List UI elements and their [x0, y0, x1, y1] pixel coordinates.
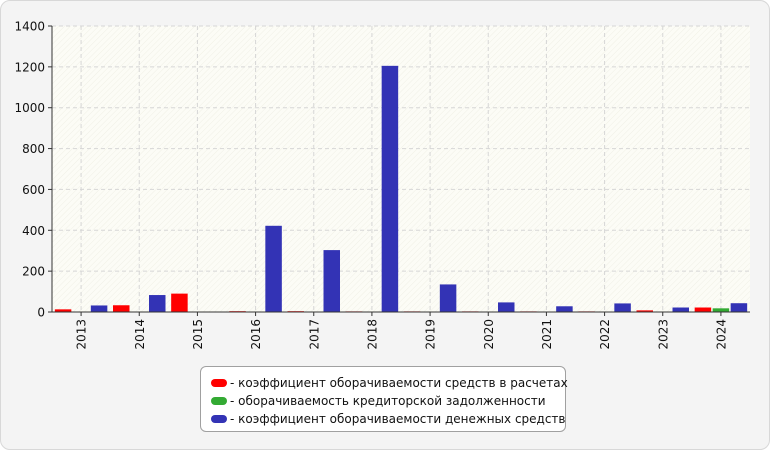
bar-series-1-2015 [171, 293, 188, 312]
y-tick-label: 1200 [14, 60, 45, 74]
grid-lines [52, 25, 750, 312]
bar-series-3-2024 [730, 303, 748, 312]
bar-series-3-2020 [498, 302, 515, 312]
bar-series-3-2019 [439, 284, 457, 312]
x-tick-label: 2014 [133, 319, 147, 350]
y-tick-label: 0 [37, 306, 45, 320]
bar-series-3-2023 [672, 307, 689, 312]
bar-series-1-2023 [636, 310, 653, 312]
x-tick-label: 2023 [656, 319, 670, 350]
legend-item-series-1: - коэффициент оборачиваемости средств в … [211, 374, 568, 392]
y-tick-label: 1400 [14, 20, 45, 34]
legend-swatch-series-1 [211, 379, 227, 387]
bar-series-3-2022 [614, 303, 631, 312]
legend-swatch-series-2 [211, 397, 227, 405]
x-tick-label: 2020 [482, 319, 496, 350]
y-tick-label: 1000 [14, 101, 45, 115]
x-tick-label: 2024 [714, 319, 728, 350]
bar-series-2-2024 [712, 308, 730, 312]
y-tick-label: 800 [22, 142, 45, 156]
axes: 0 200 400 600 800 1000 1200 1400 2013 2014 2015 201… [14, 20, 750, 350]
legend: - коэффициент оборачиваемости средств в … [200, 366, 568, 432]
bar-series-3-2014 [149, 295, 166, 312]
legend-label-series-2: - оборачиваемость кредиторской задолженн… [230, 394, 546, 408]
bar-series-3-2017 [323, 250, 340, 312]
bar-series-1-2014 [113, 305, 130, 312]
x-tick-label: 2016 [249, 319, 263, 350]
legend-item-series-2: - оборачиваемость кредиторской задолженн… [211, 392, 565, 410]
bar-series-3-2018 [381, 65, 399, 312]
legend-swatch-series-3 [211, 415, 227, 423]
plot-area [52, 26, 750, 312]
x-tick-label: 2022 [598, 319, 612, 350]
x-tick-label: 2018 [365, 319, 379, 350]
y-tick-label: 400 [22, 224, 45, 238]
x-tick-label: 2019 [424, 319, 438, 350]
bar-series-3-2013 [90, 305, 108, 312]
bar-series-1-2024 [694, 307, 712, 312]
y-tick-label: 200 [22, 265, 45, 279]
x-tick-label: 2013 [75, 319, 89, 350]
legend-label-series-1: - коэффициент оборачиваемости средств в … [230, 376, 568, 390]
bar-series-3-2021 [556, 306, 573, 312]
bar-series-3-2016 [265, 225, 282, 312]
y-tick-label: 600 [22, 183, 45, 197]
x-tick-label: 2015 [191, 319, 205, 350]
x-tick-label: 2021 [540, 319, 554, 350]
legend-item-series-3: - коэффициент оборачиваемости денежных с… [211, 410, 566, 428]
legend-label-series-3: - коэффициент оборачиваемости денежных с… [230, 412, 566, 426]
x-tick-label: 2017 [307, 319, 321, 350]
bar-series-1-2013 [54, 309, 72, 312]
